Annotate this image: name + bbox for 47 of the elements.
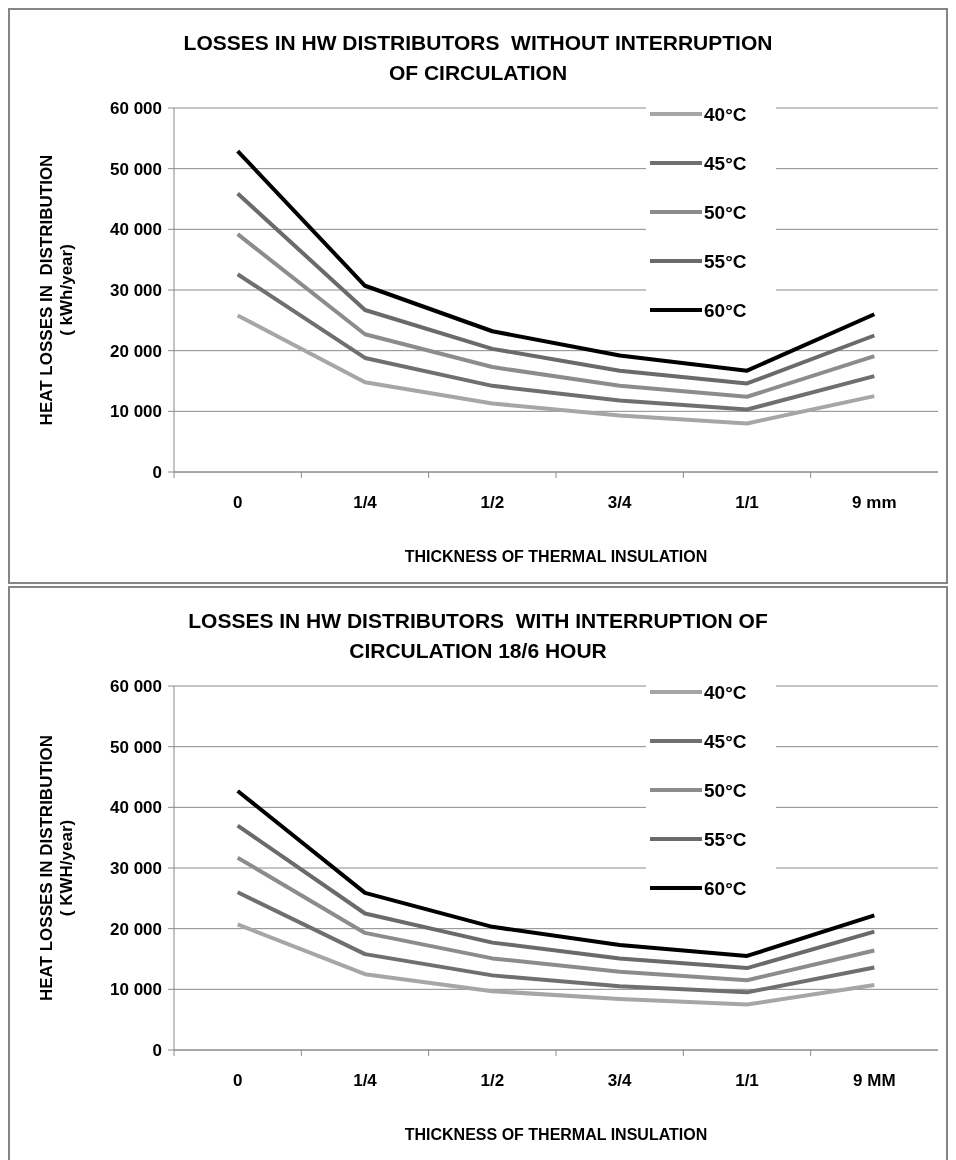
y-tick-label: 10 000 xyxy=(110,980,162,1000)
line-series xyxy=(235,823,877,971)
y-tick-label: 60 000 xyxy=(110,676,162,696)
legend-label: 55°C xyxy=(704,250,747,272)
x-tick-label: 3/4 xyxy=(607,1071,633,1090)
legend-label: 60°C xyxy=(704,877,747,899)
y-tick-label: 30 000 xyxy=(110,280,162,300)
line-series xyxy=(235,149,877,373)
x-tick-label: 0 xyxy=(232,493,243,512)
y-tick-label: 10 000 xyxy=(110,402,162,422)
x-tick-label: 9 mm xyxy=(852,493,897,512)
legend-label: 45°C xyxy=(704,730,747,752)
y-tick-label: 50 000 xyxy=(110,159,162,179)
x-tick-label: 1/1 xyxy=(735,493,759,512)
legend-label: 50°C xyxy=(704,779,747,801)
y-tick-label: 30 000 xyxy=(110,858,162,878)
y-axis-title: HEAT LOSSES IN DISTRIBUTION ( KWH/year) xyxy=(37,734,76,1002)
line-series xyxy=(235,191,877,386)
y-tick-label: 50 000 xyxy=(110,737,162,757)
x-tick-label: 1/4 xyxy=(353,493,378,512)
line-series xyxy=(235,922,877,1007)
x-tick-label: 1/4 xyxy=(353,1071,378,1090)
chart-title: LOSSES IN HW DISTRIBUTORS WITHOUT INTERRUPTION OF CIRCULATION xyxy=(183,31,773,84)
legend-label: 50°C xyxy=(704,201,747,223)
x-tick-label: 1/1 xyxy=(735,1071,759,1090)
legend-label: 40°C xyxy=(704,681,747,703)
x-axis-title: THICKNESS OF THERMAL INSULATION xyxy=(404,1126,708,1143)
y-tick-label: 40 000 xyxy=(110,220,162,240)
legend-label: 45°C xyxy=(704,152,747,174)
line-series xyxy=(235,272,877,412)
x-tick-label: 1/2 xyxy=(480,1071,505,1090)
y-tick-label: 20 000 xyxy=(110,919,162,939)
y-tick-label: 20 000 xyxy=(110,341,162,361)
x-tick-label: 0 xyxy=(232,1071,243,1090)
legend-label: 60°C xyxy=(704,299,747,321)
y-tick-label: 60 000 xyxy=(110,98,162,118)
x-tick-label: 9 MM xyxy=(853,1071,896,1090)
x-axis-title: THICKNESS OF THERMAL INSULATION xyxy=(404,548,708,565)
chart-title: LOSSES IN HW DISTRIBUTORS WITH INTERRUPTION OF CIRCULATION 18/6 HOUR xyxy=(188,609,768,662)
y-axis-title: HEAT LOSSES IN DISTRIBUTION ( kWh/year) xyxy=(37,154,76,426)
y-tick-label: 40 000 xyxy=(110,798,162,818)
y-tick-label: 0 xyxy=(152,1040,162,1060)
legend-label: 55°C xyxy=(704,828,747,850)
x-tick-label: 3/4 xyxy=(607,493,633,512)
legend-label: 40°C xyxy=(704,103,747,125)
y-tick-label: 0 xyxy=(152,462,162,482)
x-tick-label: 1/2 xyxy=(480,493,505,512)
